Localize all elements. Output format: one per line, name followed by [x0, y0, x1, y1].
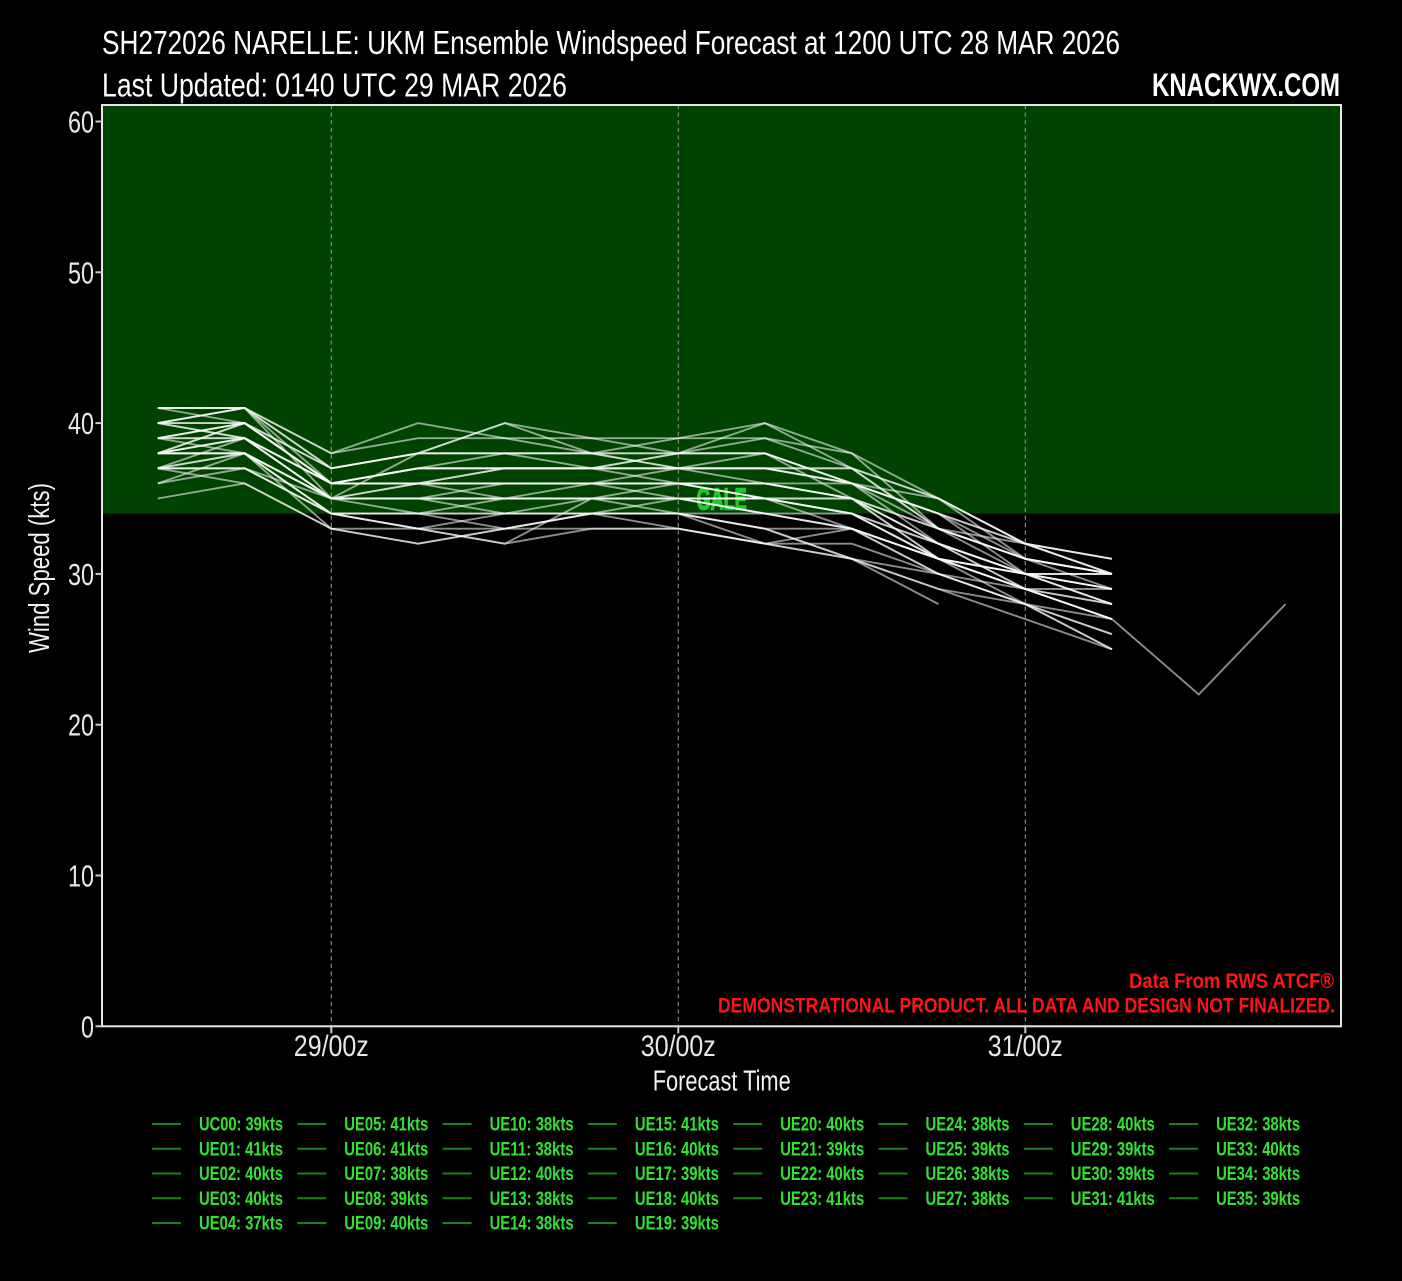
svg-text:DEMONSTRATIONAL PRODUCT. ALL D: DEMONSTRATIONAL PRODUCT. ALL DATA AND DE…	[718, 994, 1335, 1018]
svg-text:Last Updated: 0140 UTC 29 MAR: Last Updated: 0140 UTC 29 MAR 2026	[102, 66, 567, 103]
svg-text:30/00z: 30/00z	[641, 1030, 716, 1063]
svg-text:UE06: 41kts: UE06: 41kts	[344, 1138, 428, 1160]
svg-text:UE17: 39kts: UE17: 39kts	[635, 1163, 719, 1185]
svg-text:UE25: 39kts: UE25: 39kts	[926, 1138, 1010, 1160]
svg-text:UE01: 41kts: UE01: 41kts	[199, 1138, 283, 1160]
svg-text:60: 60	[68, 105, 94, 140]
svg-text:UE02: 40kts: UE02: 40kts	[199, 1163, 283, 1185]
svg-text:UE32: 38kts: UE32: 38kts	[1216, 1114, 1300, 1136]
svg-text:UE21: 39kts: UE21: 39kts	[780, 1138, 864, 1160]
svg-text:UE16: 40kts: UE16: 40kts	[635, 1138, 719, 1160]
svg-text:UE09: 40kts: UE09: 40kts	[344, 1213, 428, 1235]
svg-text:Forecast Time: Forecast Time	[653, 1066, 791, 1098]
svg-text:30: 30	[68, 557, 94, 592]
svg-text:40: 40	[68, 406, 94, 441]
svg-text:UE05: 41kts: UE05: 41kts	[344, 1114, 428, 1136]
svg-text:KNACKWX.COM: KNACKWX.COM	[1152, 67, 1340, 103]
svg-text:50: 50	[68, 255, 94, 290]
svg-text:UE18: 40kts: UE18: 40kts	[635, 1188, 719, 1210]
svg-text:UE35: 39kts: UE35: 39kts	[1216, 1188, 1300, 1210]
svg-text:UE10: 38kts: UE10: 38kts	[490, 1114, 574, 1136]
svg-text:UE23: 41kts: UE23: 41kts	[780, 1188, 864, 1210]
svg-text:UE08: 39kts: UE08: 39kts	[344, 1188, 428, 1210]
svg-text:UE29: 39kts: UE29: 39kts	[1071, 1138, 1155, 1160]
svg-text:UE14: 38kts: UE14: 38kts	[490, 1213, 574, 1235]
svg-text:UE07: 38kts: UE07: 38kts	[344, 1163, 428, 1185]
svg-text:UE20: 40kts: UE20: 40kts	[780, 1114, 864, 1136]
svg-text:UE31: 41kts: UE31: 41kts	[1071, 1188, 1155, 1210]
svg-text:UE15: 41kts: UE15: 41kts	[635, 1114, 719, 1136]
svg-text:UE28: 40kts: UE28: 40kts	[1071, 1114, 1155, 1136]
svg-text:UE34: 38kts: UE34: 38kts	[1216, 1163, 1300, 1185]
svg-text:Data From RWS ATCF®: Data From RWS ATCF®	[1129, 970, 1334, 993]
svg-text:20: 20	[68, 708, 94, 743]
svg-text:31/00z: 31/00z	[988, 1030, 1063, 1063]
svg-text:UE11: 38kts: UE11: 38kts	[490, 1138, 574, 1160]
svg-text:UE03: 40kts: UE03: 40kts	[199, 1188, 283, 1210]
svg-text:UE04: 37kts: UE04: 37kts	[199, 1213, 283, 1235]
svg-text:UE13: 38kts: UE13: 38kts	[490, 1188, 574, 1210]
svg-text:UE30: 39kts: UE30: 39kts	[1071, 1163, 1155, 1185]
svg-text:0: 0	[81, 1009, 94, 1044]
svg-text:SH272026 NARELLE: UKM Ensemble: SH272026 NARELLE: UKM Ensemble Windspeed…	[102, 24, 1120, 61]
svg-text:10: 10	[68, 859, 94, 894]
svg-text:29/00z: 29/00z	[294, 1030, 369, 1063]
svg-text:UE24: 38kts: UE24: 38kts	[926, 1114, 1010, 1136]
svg-text:UE12: 40kts: UE12: 40kts	[490, 1163, 574, 1185]
svg-text:UE26: 38kts: UE26: 38kts	[926, 1163, 1010, 1185]
svg-text:UC00: 39kts: UC00: 39kts	[199, 1114, 283, 1136]
svg-text:UE19: 39kts: UE19: 39kts	[635, 1213, 719, 1235]
svg-text:Wind Speed (kts): Wind Speed (kts)	[24, 483, 56, 653]
svg-text:UE22: 40kts: UE22: 40kts	[780, 1163, 864, 1185]
svg-text:UE33: 40kts: UE33: 40kts	[1216, 1138, 1300, 1160]
svg-text:UE27: 38kts: UE27: 38kts	[926, 1188, 1010, 1210]
